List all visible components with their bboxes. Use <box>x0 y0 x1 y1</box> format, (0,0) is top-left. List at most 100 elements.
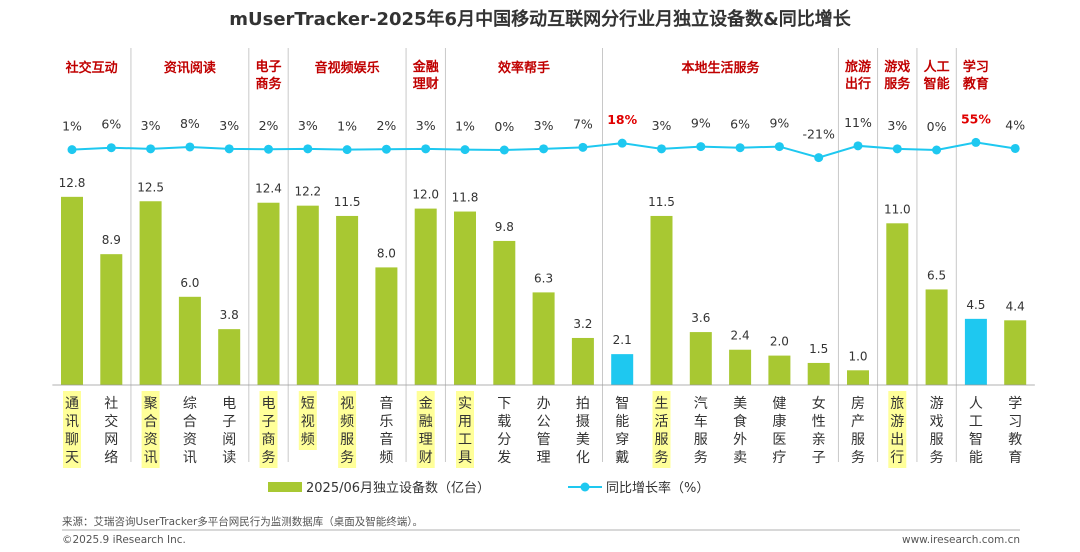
growth-point <box>1010 143 1020 153</box>
website: www.iresearch.com.cn <box>902 534 1020 546</box>
growth-value-label: 3% <box>534 118 554 133</box>
growth-value-label: 9% <box>691 116 711 131</box>
bar-value-label: 2.1 <box>613 333 632 347</box>
bar-value-label: 3.2 <box>573 317 592 331</box>
group-label: 社交互动 <box>65 60 118 76</box>
group-label: 理财 <box>413 76 439 92</box>
growth-point <box>342 145 352 155</box>
category-highlight <box>141 391 160 468</box>
group-label: 智能 <box>924 76 950 92</box>
group-label: 旅游 <box>845 59 871 75</box>
bar-value-label: 1.5 <box>809 342 828 356</box>
growth-value-label: 3% <box>416 118 436 133</box>
growth-value-label: 3% <box>298 118 318 133</box>
bar <box>257 202 280 385</box>
category-label: 实用工具 <box>458 396 472 466</box>
category-highlight <box>416 391 435 468</box>
bar-value-label: 4.4 <box>1006 299 1025 313</box>
growth-point <box>460 145 470 155</box>
growth-value-label: 3% <box>652 118 672 133</box>
group-label: 电子 <box>255 59 281 75</box>
growth-point <box>696 142 706 152</box>
bar <box>454 211 476 385</box>
growth-point <box>67 145 77 155</box>
growth-point <box>578 142 588 152</box>
growth-value-label: 11% <box>844 115 872 130</box>
group-label: 音视频娱乐 <box>315 60 380 76</box>
group-label: 教育 <box>962 76 989 92</box>
source-note: 来源：艾瑞咨询UserTracker多平台网民行为监测数据库（桌面及智能终端）。 <box>62 515 423 528</box>
category-label: 下载分发 <box>497 396 511 466</box>
category-label: 健康医疗 <box>772 396 786 466</box>
group-label: 效率帮手 <box>498 60 550 76</box>
category-label: 女性亲子 <box>812 395 826 466</box>
growth-point <box>381 144 391 154</box>
group-label: 游戏 <box>884 59 910 75</box>
category-label: 人工智能 <box>969 396 983 466</box>
category-label: 房产服务 <box>851 396 865 466</box>
category-label: 生活服务 <box>655 396 669 466</box>
bar-value-label: 11.5 <box>334 195 361 209</box>
bar-value-label: 12.0 <box>412 188 439 202</box>
bar-value-label: 12.2 <box>294 185 321 199</box>
bar <box>571 337 594 385</box>
growth-value-label: 9% <box>769 116 789 131</box>
bar-value-label: 2.0 <box>770 335 789 349</box>
growth-value-label: -21% <box>803 127 835 142</box>
bar <box>218 329 241 385</box>
growth-point <box>774 142 784 152</box>
growth-point <box>971 137 981 147</box>
bar <box>964 318 987 385</box>
growth-point <box>539 144 549 154</box>
growth-point <box>185 142 195 152</box>
bar-value-label: 8.0 <box>377 246 396 260</box>
bar-value-label: 11.5 <box>648 195 675 209</box>
chart-title: mUserTracker-2025年6月中国移动互联网分行业月独立设备数&同比增… <box>229 8 852 30</box>
growth-point <box>264 144 273 154</box>
group-label: 资讯阅读 <box>164 60 216 76</box>
growth-point <box>146 144 156 154</box>
category-label: 学习教育 <box>1008 396 1022 466</box>
growth-value-label: 3% <box>141 118 161 133</box>
growth-point <box>421 144 431 154</box>
growth-point <box>499 145 509 155</box>
category-highlight <box>259 391 278 468</box>
group-label: 服务 <box>884 76 911 92</box>
bar <box>61 196 83 385</box>
bar <box>493 240 516 385</box>
group-label: 人工 <box>924 59 950 75</box>
bar-value-label: 12.5 <box>137 180 164 194</box>
growth-value-label: 18% <box>607 112 637 127</box>
bar-value-label: 6.0 <box>180 276 199 290</box>
bar <box>729 349 752 385</box>
bar-value-label: 12.8 <box>59 176 86 190</box>
bar-value-label: 12.4 <box>255 182 282 196</box>
bar-value-label: 4.5 <box>966 298 985 312</box>
growth-point <box>224 144 234 154</box>
growth-value-label: 6% <box>730 117 750 132</box>
bar-value-label: 1.0 <box>848 349 867 363</box>
growth-value-label: 1% <box>337 119 357 134</box>
category-label: 智能穿戴 <box>615 396 629 466</box>
category-highlight <box>338 391 357 468</box>
bar <box>178 296 201 385</box>
bar <box>847 370 869 385</box>
bar-value-label: 6.5 <box>927 268 946 282</box>
bar <box>689 332 712 385</box>
growth-point <box>853 141 863 151</box>
bar <box>100 254 123 385</box>
bar <box>532 292 555 385</box>
group-label: 学习 <box>963 59 989 75</box>
bar <box>336 215 359 385</box>
growth-value-label: 3% <box>219 118 239 133</box>
group-label: 出行 <box>845 76 871 92</box>
group-label: 本地生活服务 <box>681 60 760 76</box>
bar-value-label: 8.9 <box>102 233 121 247</box>
bar <box>925 289 948 385</box>
growth-point <box>617 138 627 148</box>
group-label: 商务 <box>255 76 282 92</box>
bar-value-label: 2.4 <box>731 329 750 343</box>
growth-point <box>657 144 666 154</box>
legend-label-line: 同比增长率（%） <box>606 480 709 496</box>
